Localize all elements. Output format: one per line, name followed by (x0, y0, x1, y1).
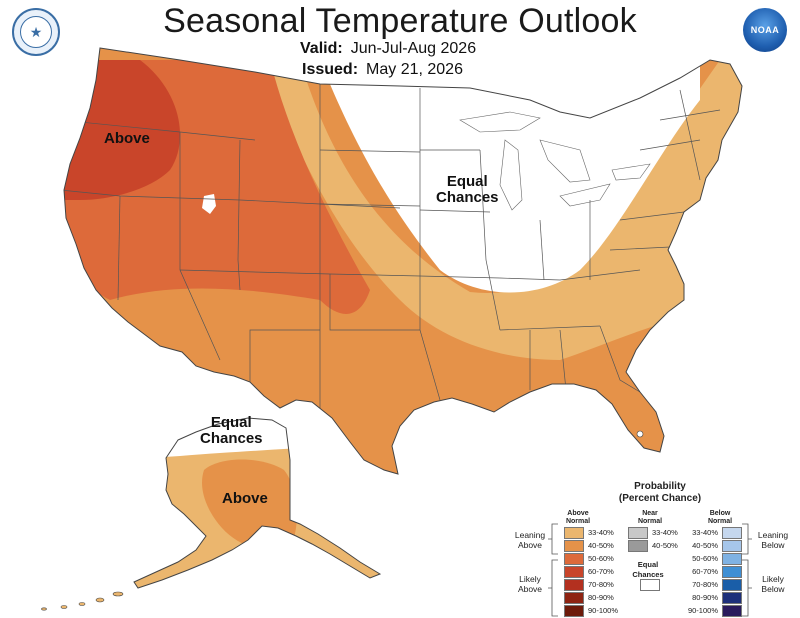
valid-value: Jun-Jul-Aug 2026 (350, 40, 477, 57)
legend-swatch-label-below-2: 40-50% (692, 541, 718, 550)
legend-swatch-below-5 (722, 579, 742, 591)
legend-near-head: Near Normal (630, 510, 670, 526)
legend-swatch-label-below-6: 80-90% (692, 593, 718, 602)
legend-above-head: Above Normal (558, 510, 598, 526)
legend-swatch-above-3 (564, 553, 584, 565)
legend-swatch-label-above-1: 33-40% (588, 528, 614, 537)
legend-title: Probability (Percent Chance) (600, 481, 720, 505)
legend-swatch-below-1 (722, 527, 742, 539)
legend-swatch-above-6 (564, 592, 584, 604)
legend-above-head-line1: Above (567, 510, 589, 517)
legend-swatch-label-above-3: 50-60% (588, 554, 614, 563)
label-above-alaska: Above (222, 490, 268, 507)
legend-swatch-below-6 (722, 592, 742, 604)
label-equal-ak-line1: Equal (210, 414, 252, 431)
legend-below-head-line1: Below (709, 510, 731, 517)
legend-swatch-label-above-5: 70-80% (588, 580, 614, 589)
valid-label: Valid: (300, 40, 343, 57)
legend-equal-swatch (640, 579, 660, 591)
label-equal-line1: Equal (446, 173, 488, 190)
legend-likely-below: Likely Below (750, 574, 796, 594)
legend-swatch-above-5 (564, 579, 584, 591)
legend-swatch-above-1 (564, 527, 584, 539)
legend-leaning-above-line2: Above (517, 540, 543, 550)
legend-bracket-below (742, 523, 752, 617)
legend-swatch-label-above-6: 80-90% (588, 593, 614, 602)
legend-swatch-above-7 (564, 605, 584, 617)
legend-swatch-label-near-2: 40-50% (652, 541, 678, 550)
legend-leaning-above-line1: Leaning (514, 530, 546, 540)
legend-likely-above-line2: Above (517, 584, 543, 594)
legend-equal-line2: Chances (632, 570, 664, 579)
issued-date: Issued: May 21, 2026 (302, 61, 463, 79)
legend-bracket-above (548, 523, 558, 617)
legend-swatch-label-below-7: 90-100% (687, 606, 718, 615)
page-title: Seasonal Temperature Outlook (163, 2, 637, 40)
legend-swatch-label-near-1: 33-40% (652, 528, 678, 537)
legend-swatch-above-4 (564, 566, 584, 578)
legend-swatch-near-1 (628, 527, 648, 539)
legend-below-head-line2: Normal (707, 518, 733, 525)
legend-leaning-below-line2: Below (761, 540, 785, 550)
label-equal-line2: Chances (436, 189, 499, 206)
legend-title-line2: (Percent Chance) (618, 493, 702, 504)
noaa-logo-icon: NOAA (743, 8, 787, 52)
legend-leaning-below: Leaning Below (750, 530, 796, 550)
legend-likely-above: Likely Above (508, 574, 552, 594)
legend-swatch-label-above-7: 90-100% (588, 606, 619, 615)
legend-leaning-above: Leaning Above (508, 530, 552, 550)
issued-value: May 21, 2026 (366, 61, 463, 78)
legend-swatch-above-2 (564, 540, 584, 552)
legend-likely-above-line1: Likely (519, 574, 541, 584)
legend-swatch-label-below-5: 70-80% (692, 580, 718, 589)
legend-near-head-line1: Near (642, 510, 658, 517)
legend-swatch-label-above-2: 40-50% (588, 541, 614, 550)
legend-swatch-below-2 (722, 540, 742, 552)
legend-equal-label: Equal Chances (626, 560, 670, 580)
legend-swatch-label-below-4: 60-70% (692, 567, 718, 576)
legend-swatch-near-2 (628, 540, 648, 552)
legend-below-head: Below Normal (700, 510, 740, 526)
legend-swatch-label-below-1: 33-40% (692, 528, 718, 537)
legend-swatch-below-3 (722, 553, 742, 565)
legend-swatch-label-below-3: 50-60% (692, 554, 718, 563)
legend-above-head-line2: Normal (565, 518, 591, 525)
noaa-logo-text: NOAA (750, 25, 780, 35)
label-equal-ak-line2: Chances (200, 430, 263, 447)
legend-title-line1: Probability (634, 481, 686, 492)
label-above-west: Above (104, 130, 150, 147)
legend-likely-below-line2: Below (761, 584, 785, 594)
legend-likely-below-line1: Likely (762, 574, 784, 584)
legend-swatch-below-4 (722, 566, 742, 578)
issued-label: Issued: (302, 61, 359, 78)
valid-period: Valid: Jun-Jul-Aug 2026 (300, 40, 476, 58)
doc-seal-icon: ★ (12, 8, 60, 56)
legend-leaning-below-line1: Leaning (757, 530, 789, 540)
legend-swatch-below-7 (722, 605, 742, 617)
label-equal-chances-alaska: Equal Chances (200, 415, 263, 447)
legend-swatch-label-above-4: 60-70% (588, 567, 614, 576)
legend-near-head-line2: Normal (637, 518, 663, 525)
label-equal-chances-conus: Equal Chances (436, 174, 499, 206)
legend-equal-line1: Equal (637, 560, 659, 569)
